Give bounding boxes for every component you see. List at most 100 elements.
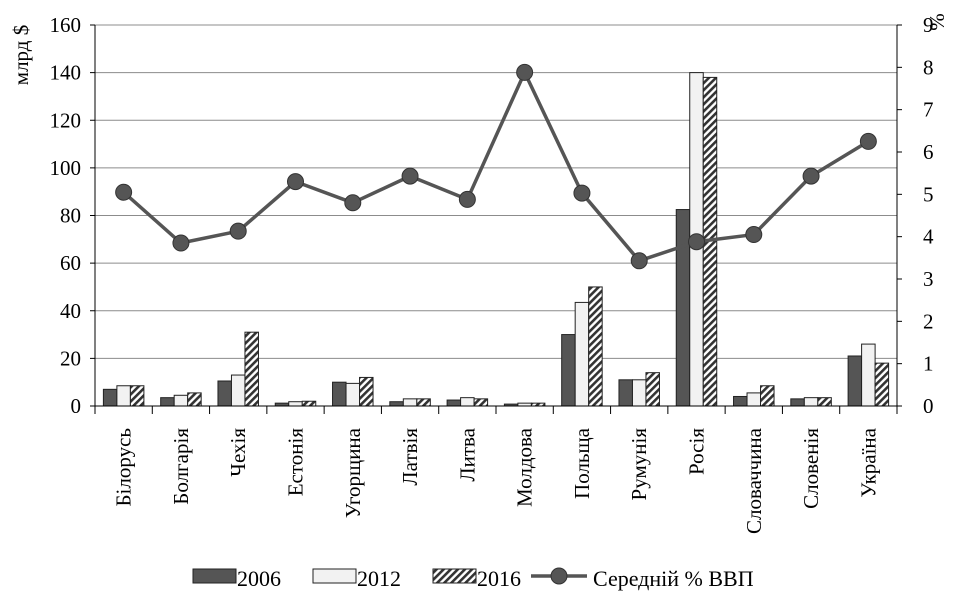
line-point-12	[802, 167, 820, 185]
y2-tick-label: 1	[923, 352, 934, 376]
legend-marker	[550, 567, 568, 585]
y-tick-label: 160	[50, 13, 82, 37]
line-point-4	[344, 194, 362, 212]
bar-2016-9	[645, 372, 660, 407]
category-labels: Білорусь Болгарія Чехія Естонія Угорщина Латв…	[112, 427, 881, 534]
category-label: Словаччина	[742, 427, 766, 534]
y-tick-label: 60	[60, 251, 81, 275]
bar-2016-3	[301, 400, 317, 407]
legend-swatch-2012	[312, 568, 357, 584]
bar-2006-8	[561, 334, 576, 407]
bar-2006-1	[160, 397, 175, 407]
bar-2012-8	[574, 301, 590, 407]
left-axis-ticks: 0 20 40 60 80 100 120 140 160	[50, 13, 82, 418]
y2-tick-label: 9	[923, 13, 934, 37]
category-label: Білорусь	[112, 428, 136, 507]
y2-tick-label: 6	[923, 140, 934, 164]
bar-2006-6	[446, 399, 462, 407]
y2-tick-label: 0	[923, 394, 934, 418]
bar-2012-6	[460, 397, 475, 407]
y2-tick-label: 4	[923, 225, 934, 249]
bar-2006-4	[332, 381, 347, 407]
line-point-2	[229, 222, 247, 240]
right-axis-ticks: 0 1 2 3 4 5 6 7 8 9	[923, 13, 934, 418]
bar-2016-4	[359, 376, 374, 407]
line-point-1	[172, 234, 190, 252]
bar-2012-3	[288, 401, 303, 407]
y-tick-label: 80	[60, 204, 81, 228]
bar-2016-1	[187, 392, 202, 407]
legend-swatch-2006	[192, 568, 237, 584]
axes	[90, 24, 902, 414]
legend: 2006 2012 2016 Середній % ВВП	[192, 566, 754, 591]
bar-2012-2	[230, 374, 246, 407]
bar-2016-0	[129, 385, 145, 407]
bar-2006-2	[217, 380, 232, 407]
bar-2012-4	[345, 382, 361, 407]
bar-2016-13	[874, 362, 890, 407]
y2-tick-label: 7	[923, 98, 934, 122]
category-label: Латвія	[398, 428, 422, 486]
category-label: Україна	[856, 427, 880, 497]
bar-2016-2	[244, 331, 259, 407]
bar-2006-0	[102, 388, 118, 407]
line-point-6	[458, 190, 476, 208]
line-point-9	[630, 252, 648, 270]
bar-2006-9	[618, 379, 633, 407]
line-point-10	[688, 233, 705, 251]
bar-2006-12	[790, 398, 805, 407]
legend-swatch-2016	[432, 568, 477, 584]
y2-tick-label: 3	[923, 267, 934, 291]
bar-2012-5	[402, 398, 418, 407]
y2-tick-label: 2	[923, 309, 934, 333]
bar-2012-13	[861, 343, 876, 407]
line-point-8	[573, 184, 591, 202]
y2-tick-label: 5	[923, 182, 934, 206]
category-label: Румунія	[627, 428, 651, 501]
legend-label-line: Середній % ВВП	[593, 566, 754, 591]
line-point-5	[401, 167, 419, 185]
y2-tick-label: 8	[923, 55, 934, 79]
bar-2016-6	[473, 398, 489, 407]
category-label: Польща	[570, 427, 594, 499]
category-label: Росія	[685, 428, 709, 475]
bar-2012-0	[116, 385, 131, 407]
category-label: Литва	[455, 427, 479, 481]
category-label: Чехія	[226, 428, 250, 477]
category-label: Болгарія	[169, 428, 193, 505]
legend-label-2012: 2012	[357, 566, 401, 591]
bar-2012-11	[746, 392, 762, 407]
y-tick-label: 120	[50, 108, 82, 132]
series-line	[122, 70, 870, 263]
bar-2016-12	[817, 397, 832, 407]
category-label: Молдова	[513, 427, 537, 507]
bar-2006-5	[389, 401, 404, 407]
y-tick-label: 40	[60, 299, 81, 323]
legend-label-2006: 2006	[237, 566, 281, 591]
bar-group	[102, 72, 890, 407]
y-tick-label: 0	[71, 394, 82, 418]
bar-2012-12	[803, 397, 819, 407]
y2-axis-title: %	[925, 13, 949, 31]
line-point-3	[287, 173, 304, 191]
y-tick-label: 100	[50, 156, 82, 180]
line-point-0	[115, 183, 133, 201]
line-series	[115, 63, 877, 270]
bar-2006-11	[733, 395, 748, 407]
bar-2006-10	[675, 209, 691, 407]
gridlines	[95, 24, 897, 359]
category-label: Словенія	[799, 428, 823, 509]
bar-2012-1	[173, 394, 189, 407]
line-point-7	[516, 63, 534, 81]
bar-2016-5	[416, 398, 431, 407]
y-tick-label: 140	[50, 61, 82, 85]
line-point-11	[745, 226, 763, 244]
bar-2006-13	[847, 355, 863, 407]
y-axis-title: млрд $	[9, 25, 33, 85]
y-tick-label: 20	[60, 346, 81, 370]
category-label: Естонія	[284, 428, 308, 497]
category-label: Угорщина	[341, 427, 365, 518]
bar-2016-8	[588, 286, 603, 407]
legend-label-2016: 2016	[477, 566, 521, 591]
line-point-13	[859, 132, 877, 150]
